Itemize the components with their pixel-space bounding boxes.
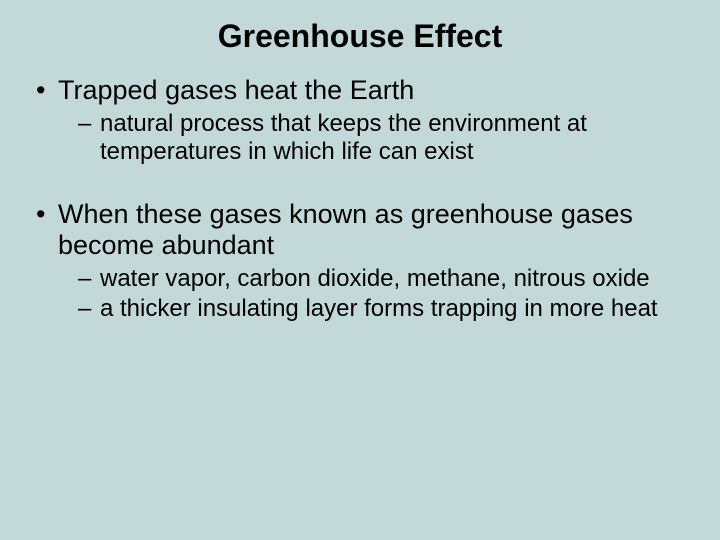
slide: Greenhouse Effect Trapped gases heat the…	[0, 0, 720, 540]
bullet-level2: natural process that keeps the environme…	[100, 110, 690, 167]
bullet-level1: When these gases known as greenhouse gas…	[58, 199, 690, 261]
bullet-level2: water vapor, carbon dioxide, methane, ni…	[100, 265, 690, 293]
bullet-level1: Trapped gases heat the Earth	[58, 75, 690, 106]
slide-title: Greenhouse Effect	[30, 18, 690, 55]
spacer	[30, 169, 690, 199]
bullet-level2: a thicker insulating layer forms trappin…	[100, 295, 690, 323]
